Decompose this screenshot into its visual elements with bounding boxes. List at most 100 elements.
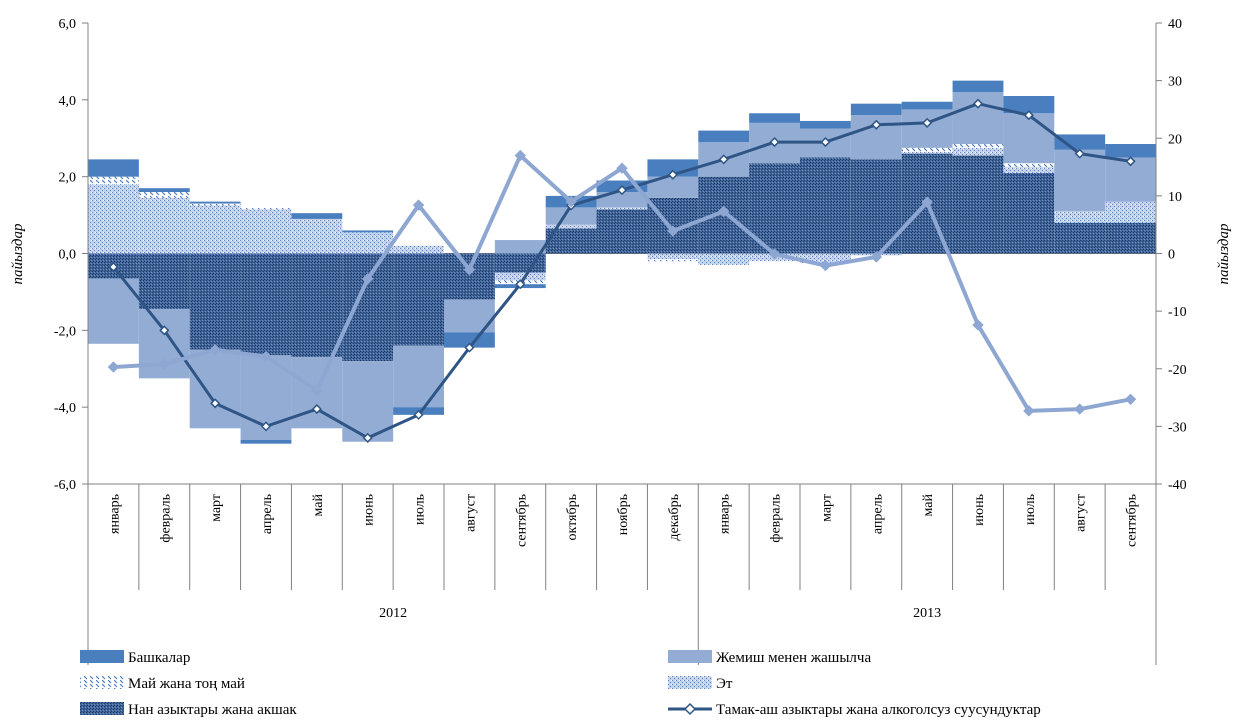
bar-bread-20	[1105, 222, 1156, 254]
bar-oil-0	[88, 176, 139, 185]
bar-meat-5	[342, 232, 394, 254]
marker-gsci-5	[362, 273, 374, 285]
bar-meat-3	[240, 209, 292, 254]
legend-swatch-fruit	[668, 650, 712, 663]
bar-oil-18	[1003, 163, 1055, 168]
bar-meat-11	[647, 253, 699, 260]
marker-gsci-17	[972, 319, 984, 331]
x-tick-label: июнь	[362, 494, 377, 526]
x-tick-label: июль	[413, 494, 428, 525]
bar-meat-9	[545, 224, 597, 229]
bar-bread-19	[1054, 222, 1106, 254]
marker-food-15	[871, 119, 882, 130]
marker-gsci-10	[616, 162, 628, 174]
marker-gsci-14	[819, 259, 832, 272]
marker-gsci-20	[1124, 393, 1137, 405]
bar-other-20	[1105, 144, 1156, 158]
x-tick-label: ноябрь	[616, 494, 631, 535]
bar-fruit-6	[393, 345, 444, 408]
bar-oil-17	[952, 144, 1004, 148]
marker-gsci-8	[514, 149, 526, 162]
bar-meat-8	[494, 272, 546, 281]
marker-gsci-18	[1023, 405, 1035, 417]
marker-gsci-11	[667, 225, 679, 237]
marker-food-7	[464, 342, 475, 353]
marker-food-20	[1125, 156, 1136, 167]
y-axis-title-right: пайыздар	[1216, 223, 1232, 284]
marker-food-11	[667, 169, 678, 180]
marker-food-4	[311, 404, 322, 415]
marker-food-1	[159, 325, 170, 336]
y-tick-label-right: -20	[1168, 363, 1187, 378]
bar-meat-6	[393, 245, 444, 254]
marker-gsci-6	[412, 199, 425, 211]
x-tick-label: январь	[107, 494, 122, 534]
bar-bread-6	[393, 253, 444, 346]
x-tick-label: май	[921, 494, 936, 517]
bar-bread-3	[240, 253, 292, 356]
legend-swatch-oil	[80, 676, 124, 689]
bar-meat-19	[1054, 211, 1106, 223]
bar-fruit-18	[1003, 113, 1055, 164]
marker-gsci-4	[311, 384, 323, 397]
bar-fruit-19	[1054, 149, 1106, 212]
marker-food-19	[1074, 148, 1085, 159]
y-tick-label-right: 20	[1168, 132, 1182, 147]
y-tick-label-right: 30	[1168, 75, 1182, 90]
y-tick-label-right: 10	[1168, 190, 1182, 205]
y-tick-label-left: -2,0	[54, 324, 76, 339]
x-tick-label: февраль	[158, 494, 173, 543]
marker-food-3	[260, 421, 272, 432]
marker-gsci-19	[1074, 403, 1086, 415]
bar-meat-2	[189, 205, 241, 254]
bar-meat-14	[800, 253, 851, 264]
bar-bread-1	[138, 253, 190, 310]
marker-gsci-13	[768, 248, 781, 260]
x-tick-label: апрель	[870, 494, 885, 534]
bar-other-2	[189, 201, 241, 204]
bar-bread-17	[952, 155, 1004, 254]
y-tick-label-left: 6,0	[59, 17, 77, 32]
bar-oil-16	[901, 147, 953, 152]
bar-oil-11	[647, 259, 699, 262]
bar-other-19	[1054, 134, 1106, 150]
bar-fruit-8	[494, 240, 546, 254]
x-tick-label: март	[209, 494, 224, 522]
legend-label-bread: Нан азыктары жана акшак	[128, 702, 297, 718]
bar-other-7	[444, 332, 495, 348]
marker-gsci-0	[107, 361, 120, 373]
y-tick-label-right: 0	[1168, 248, 1175, 263]
marker-gsci-15	[870, 251, 882, 263]
marker-food-16	[922, 117, 933, 128]
y-tick-label-left: -6,0	[54, 478, 76, 493]
bar-other-5	[342, 230, 394, 233]
y-tick-label-right: -40	[1168, 478, 1187, 493]
bar-meat-1	[138, 197, 190, 254]
bar-other-3	[240, 439, 292, 444]
y-tick-label-left: -4,0	[54, 401, 76, 416]
bar-oil-1	[138, 192, 190, 198]
marker-gsci-9	[565, 195, 577, 208]
bar-other-0	[88, 159, 139, 177]
bar-bread-14	[800, 157, 851, 254]
y-axis-title-left: пайыздар	[10, 223, 26, 284]
bar-other-16	[901, 101, 953, 110]
bar-meat-20	[1105, 201, 1156, 223]
bar-bread-4	[291, 253, 343, 358]
y-tick-label-left: 2,0	[59, 171, 77, 186]
legend-swatch-meat	[668, 676, 712, 689]
marker-food-6	[413, 409, 424, 420]
bar-other-14	[800, 120, 851, 129]
marker-gsci-12	[718, 205, 730, 218]
bar-fruit-11	[647, 176, 699, 198]
marker-food-8	[515, 279, 526, 290]
marker-food-13	[769, 137, 780, 148]
bar-meat-12	[698, 253, 750, 266]
x-tick-label: сентябрь	[514, 494, 529, 547]
marker-food-5	[362, 432, 373, 443]
x-tick-label: январь	[718, 494, 733, 534]
bar-other-4	[291, 213, 343, 219]
y-tick-label-right: 40	[1168, 17, 1182, 32]
marker-food-12	[718, 154, 729, 165]
